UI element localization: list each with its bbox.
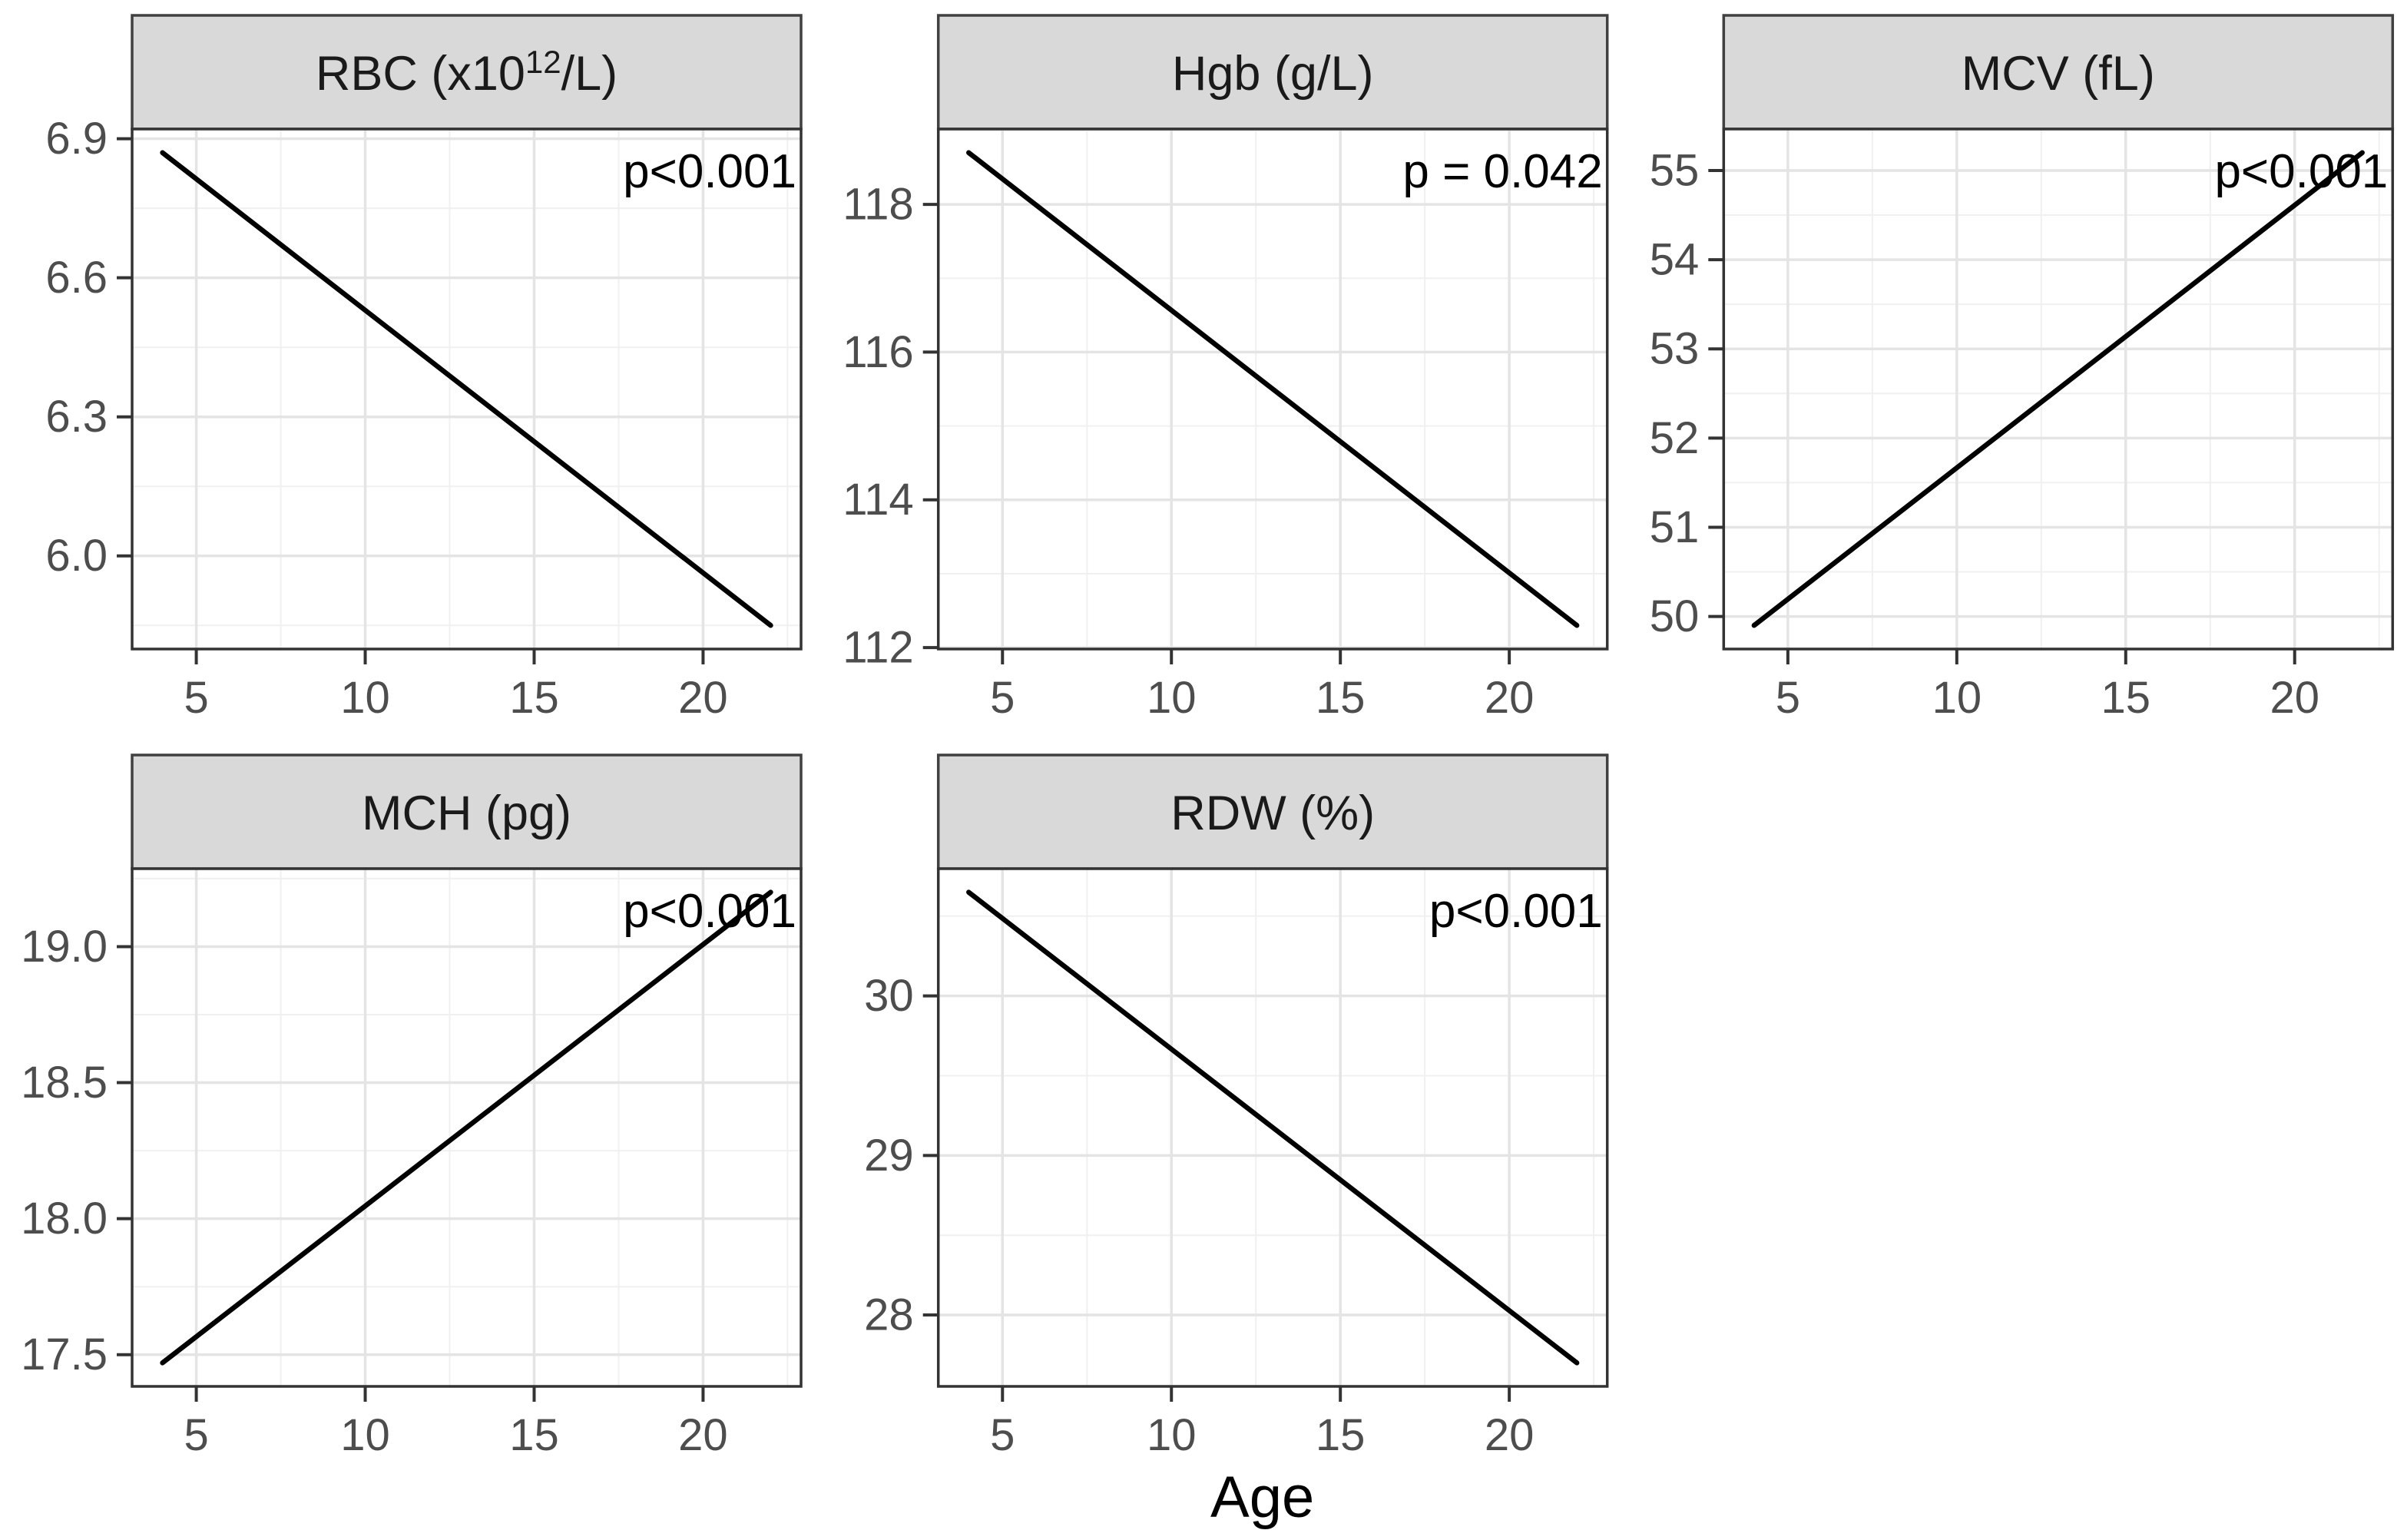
y-axis-tick-label: 17.5 — [21, 1330, 108, 1379]
trend-line — [160, 150, 773, 628]
strip-title: MCV (fL) — [1962, 47, 2155, 101]
trend-line — [1751, 150, 2365, 628]
x-axis-tick-label: 20 — [678, 673, 728, 723]
x-axis-tick-label: 15 — [1316, 673, 1366, 723]
y-axis-tick-label: 50 — [1650, 591, 1700, 641]
x-axis-tick-label: 20 — [1485, 1410, 1535, 1460]
y-axis-tick-label: 52 — [1650, 413, 1700, 463]
y-axis-tick-label: 118 — [843, 180, 913, 230]
x-axis-title: Age — [1210, 1465, 1314, 1530]
facet-panel-rbc: RBC (x1012/L)p<0.001 6.0 6.3 6.6 6.9 5 10 15 20 — [45, 14, 803, 723]
y-axis-tick-label: 114 — [843, 475, 913, 525]
strip-header — [1722, 14, 2395, 131]
grid-major — [938, 129, 1607, 649]
x-axis-tick-label: 20 — [2270, 673, 2319, 723]
y-axis-tick-label: 18.5 — [21, 1058, 108, 1108]
strip-title: RDW (%) — [1170, 787, 1375, 840]
grid-minor — [938, 129, 1607, 649]
y-axis: 17.5 18.0 18.5 19.0 — [21, 922, 132, 1379]
facet-panel-rdw: RDW (%) p<0.001 28 29 30 5 10 15 20 — [864, 753, 1609, 1460]
y-axis-tick-label: 18.0 — [21, 1194, 108, 1244]
x-axis-tick-label: 15 — [509, 673, 559, 723]
x-axis-tick-label: 20 — [1485, 673, 1535, 723]
panel-border — [1722, 128, 2395, 651]
strip-title: Hgb (g/L) — [1172, 47, 1374, 101]
p-value-annotation: p<0.001 — [2214, 145, 2388, 198]
x-axis: 5 10 15 20 — [990, 649, 1534, 723]
y-axis-tick-label: 6.3 — [45, 392, 108, 442]
y-axis-tick-label: 54 — [1650, 235, 1700, 285]
p-value-annotation: p<0.001 — [623, 145, 796, 198]
x-axis-tick-label: 10 — [340, 673, 390, 723]
trend-line — [160, 889, 773, 1366]
grid-major — [1723, 129, 2393, 649]
x-axis-tick-label: 10 — [1147, 673, 1197, 723]
x-axis: 5 10 15 20 — [990, 1386, 1534, 1460]
p-value-annotation: p = 0.042 — [1402, 145, 1602, 198]
grid-major — [938, 869, 1607, 1386]
x-axis-tick-label: 20 — [678, 1410, 728, 1460]
facet-panel-hgb: Hgb (g/L) p = 0.042 112 114 116 118 5 10 15 20 — [843, 14, 1609, 723]
x-axis-tick-label: 5 — [184, 673, 208, 723]
y-axis: 28 29 30 — [864, 971, 939, 1340]
y-axis-tick-label: 116 — [843, 327, 913, 377]
x-axis: 5 10 15 20 — [1776, 649, 2319, 723]
strip-title: RBC (x1012/L) — [316, 44, 617, 101]
y-axis-tick-label: 6.9 — [45, 114, 108, 164]
p-value-annotation: p<0.001 — [1429, 885, 1603, 938]
x-axis-tick-label: 5 — [990, 673, 1015, 723]
facet-panel-mch: MCH (pg) p<0.001 17.5 18.0 18.5 19.0 5 10 15 20 — [21, 753, 803, 1460]
y-axis-tick-label: 55 — [1650, 145, 1700, 195]
strip-title: MCH (pg) — [362, 787, 571, 840]
x-axis: 5 10 15 20 — [184, 1386, 728, 1460]
x-axis-tick-label: 15 — [2101, 673, 2151, 723]
panel-border — [936, 128, 1609, 651]
panel-border — [131, 867, 803, 1388]
y-axis: 50 51 52 53 54 55 — [1650, 145, 1724, 641]
y-axis-tick-label: 51 — [1650, 502, 1700, 552]
trend-line — [966, 150, 1580, 628]
y-axis-tick-label: 6.0 — [45, 531, 108, 581]
x-axis-tick-label: 10 — [1147, 1410, 1197, 1460]
strip-header — [131, 753, 803, 870]
y-axis-tick-label: 30 — [864, 971, 914, 1021]
trend-line — [966, 889, 1580, 1366]
y-axis-tick-label: 29 — [864, 1131, 914, 1181]
x-axis-tick-label: 10 — [1932, 673, 1982, 723]
x-axis-tick-label: 5 — [990, 1410, 1015, 1460]
grid-major — [132, 129, 801, 649]
y-axis-tick-label: 19.0 — [21, 922, 108, 972]
x-axis-tick-label: 15 — [509, 1410, 559, 1460]
grid-major — [132, 869, 801, 1386]
grid-minor — [938, 869, 1607, 1386]
panel-border — [936, 867, 1609, 1388]
grid-minor — [132, 869, 801, 1386]
y-axis-tick-label: 6.6 — [45, 253, 108, 303]
x-axis-tick-label: 10 — [340, 1410, 390, 1460]
y-axis: 6.0 6.3 6.6 6.9 — [45, 114, 132, 581]
x-axis-tick-label: 5 — [184, 1410, 208, 1460]
p-value-annotation: p<0.001 — [623, 885, 796, 938]
grid-minor — [132, 129, 801, 649]
strip-header — [936, 753, 1609, 870]
strip-header — [131, 14, 803, 131]
x-axis-tick-label: 5 — [1776, 673, 1800, 723]
y-axis-tick-label: 28 — [864, 1290, 914, 1340]
y-axis: 112 114 116 118 — [843, 180, 939, 673]
panel-border — [131, 128, 803, 651]
y-axis-tick-label: 112 — [843, 623, 913, 673]
x-axis-tick-label: 15 — [1316, 1410, 1366, 1460]
y-axis-tick-label: 53 — [1650, 324, 1700, 374]
x-axis: 5 10 15 20 — [184, 649, 728, 723]
